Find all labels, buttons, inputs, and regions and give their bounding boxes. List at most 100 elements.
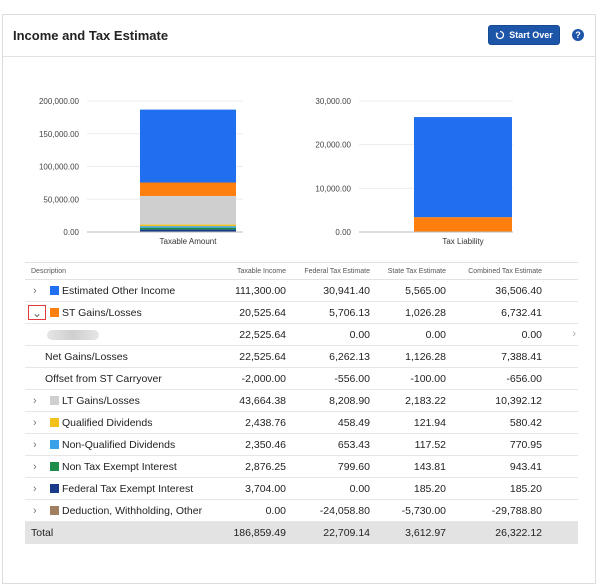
bar-segment[interactable] — [140, 229, 236, 232]
col-combined-tax: Combined Tax Estimate — [468, 268, 542, 275]
total-federal-tax: 22,709.14 — [323, 527, 370, 539]
card-header: Income and Tax Estimate Start Over ? — [3, 15, 595, 57]
series-color-swatch — [50, 418, 59, 427]
row-label: Deduction, Withholding, Other — [62, 505, 203, 517]
y-tick-label: 0.00 — [63, 228, 79, 237]
col-description: Description — [31, 268, 67, 275]
row-value: 185.20 — [509, 483, 542, 495]
row-label: Federal Tax Exempt Interest — [62, 483, 194, 495]
chevron-right-icon[interactable]: › — [33, 461, 37, 473]
row-value: 799.60 — [337, 461, 370, 473]
table-row[interactable]: › Federal Tax Exempt Interest 3,704.00 0.00… — [25, 478, 578, 500]
col-state-tax: State Tax Estimate — [387, 268, 446, 275]
help-icon[interactable]: ? — [572, 29, 584, 41]
bar-segment[interactable] — [414, 217, 512, 232]
y-tick-label: 10,000.00 — [315, 184, 351, 193]
restart-icon — [495, 30, 505, 40]
row-label: ST Gains/Losses — [62, 307, 142, 319]
tax-table: Description Taxable Income Federal Tax E… — [25, 262, 578, 544]
row-value: 117.52 — [414, 439, 446, 451]
row-value: -556.00 — [334, 373, 370, 385]
chevron-right-icon[interactable]: › — [33, 417, 37, 429]
chevron-down-icon: ⌄ — [31, 305, 43, 320]
row-value: 8,208.90 — [329, 395, 370, 407]
y-tick-label: 150,000.00 — [39, 130, 80, 139]
x-axis-label: Taxable Amount — [160, 237, 218, 246]
chevron-right-icon[interactable]: › — [33, 483, 37, 495]
chevron-right-icon[interactable]: › — [33, 439, 37, 451]
y-tick-label: 100,000.00 — [39, 163, 80, 172]
table-row[interactable]: › Qualified Dividends 2,438.76 458.49 121.94… — [25, 412, 578, 434]
x-axis-label: Tax Liability — [442, 237, 483, 246]
row-value: 0.00 — [349, 329, 370, 341]
row-value: 1,126.28 — [405, 351, 446, 363]
total-combined-tax: 26,322.12 — [495, 527, 542, 539]
row-value: 0.00 — [425, 329, 446, 341]
row-value: 43,664.38 — [239, 395, 286, 407]
series-color-swatch — [50, 440, 59, 449]
bar-segment[interactable] — [140, 224, 236, 227]
series-color-swatch — [50, 462, 59, 471]
table-row[interactable]: › Non-Qualified Dividends 2,350.46 653.43 11… — [25, 434, 578, 456]
y-tick-label: 30,000.00 — [315, 97, 351, 106]
y-tick-label: 0.00 — [335, 228, 351, 237]
row-value: 22,525.64 — [239, 351, 286, 363]
table-row[interactable]: › LT Gains/Losses 43,664.38 8,208.90 2,183.2… — [25, 390, 578, 412]
bar-segment[interactable] — [140, 109, 236, 183]
chevron-right-icon[interactable]: › — [33, 505, 37, 517]
row-label: Non Tax Exempt Interest — [62, 461, 177, 473]
series-color-swatch — [50, 308, 59, 317]
chevron-right-icon[interactable]: › — [33, 285, 37, 297]
table-header: Description Taxable Income Federal Tax E… — [25, 262, 578, 280]
row-value: 5,706.13 — [329, 307, 370, 319]
table-row[interactable]: › Estimated Other Income 111,300.00 30,941.… — [25, 280, 578, 302]
row-value: 5,565.00 — [405, 285, 446, 297]
collapse-toggle[interactable]: ⌄ — [28, 305, 46, 320]
chevron-right-icon[interactable]: › — [33, 395, 37, 407]
row-value: -24,058.80 — [319, 505, 370, 517]
row-value: 2,876.25 — [245, 461, 286, 473]
row-value: 770.95 — [509, 439, 542, 451]
start-over-button[interactable]: Start Over — [488, 25, 560, 45]
row-value: -29,788.80 — [491, 505, 542, 517]
table-row: 22,525.64 0.00 0.00 0.00 › — [25, 324, 578, 346]
row-value: 22,525.64 — [239, 329, 286, 341]
row-value: -5,730.00 — [401, 505, 446, 517]
y-tick-label: 20,000.00 — [315, 141, 351, 150]
row-value: 0.00 — [521, 329, 542, 341]
total-label: Total — [31, 527, 54, 539]
taxable-amount-chart: 200,000.00 150,000.00 100,000.00 50,000.00 0… — [39, 97, 243, 246]
row-value: 458.49 — [337, 417, 370, 429]
chevron-right-icon[interactable]: › — [572, 328, 576, 340]
row-value: 0.00 — [349, 483, 370, 495]
table-row[interactable]: › Deduction, Withholding, Other 0.00 -24,05… — [25, 500, 578, 522]
series-color-swatch — [50, 286, 59, 295]
redacted-label — [47, 330, 99, 340]
bar-segment[interactable] — [140, 226, 236, 228]
table-row[interactable]: › Non Tax Exempt Interest 2,876.25 799.60 14… — [25, 456, 578, 478]
row-value: 20,525.64 — [239, 307, 286, 319]
row-label: Estimated Other Income — [62, 285, 176, 297]
row-label: Offset from ST Carryover — [45, 373, 162, 385]
row-value: 2,438.76 — [245, 417, 286, 429]
bar-segment[interactable] — [140, 195, 236, 225]
charts-area: 200,000.00 150,000.00 100,000.00 50,000.00 0… — [3, 58, 595, 268]
table-row: Net Gains/Losses 22,525.64 6,262.13 1,126.2… — [25, 346, 578, 368]
table-row[interactable]: ⌄ ST Gains/Losses 20,525.64 5,706.13 1,026.2… — [25, 302, 578, 324]
row-label: Qualified Dividends — [62, 417, 153, 429]
row-value: 1,026.28 — [405, 307, 446, 319]
total-taxable-income: 186,859.49 — [233, 527, 286, 539]
row-value: -2,000.00 — [241, 373, 286, 385]
row-value: 143.81 — [413, 461, 446, 473]
bar-segment[interactable] — [140, 182, 236, 196]
bar-segment[interactable] — [140, 227, 236, 230]
row-value: 653.43 — [337, 439, 370, 451]
row-value: 36,506.40 — [495, 285, 542, 297]
y-tick-label: 50,000.00 — [43, 195, 79, 204]
bar-segment[interactable] — [414, 117, 512, 218]
row-value: 10,392.12 — [495, 395, 542, 407]
col-taxable-income: Taxable Income — [236, 268, 286, 275]
row-value: -100.00 — [410, 373, 446, 385]
y-tick-label: 200,000.00 — [39, 97, 80, 106]
table-body: › Estimated Other Income 111,300.00 30,941.… — [25, 280, 578, 522]
